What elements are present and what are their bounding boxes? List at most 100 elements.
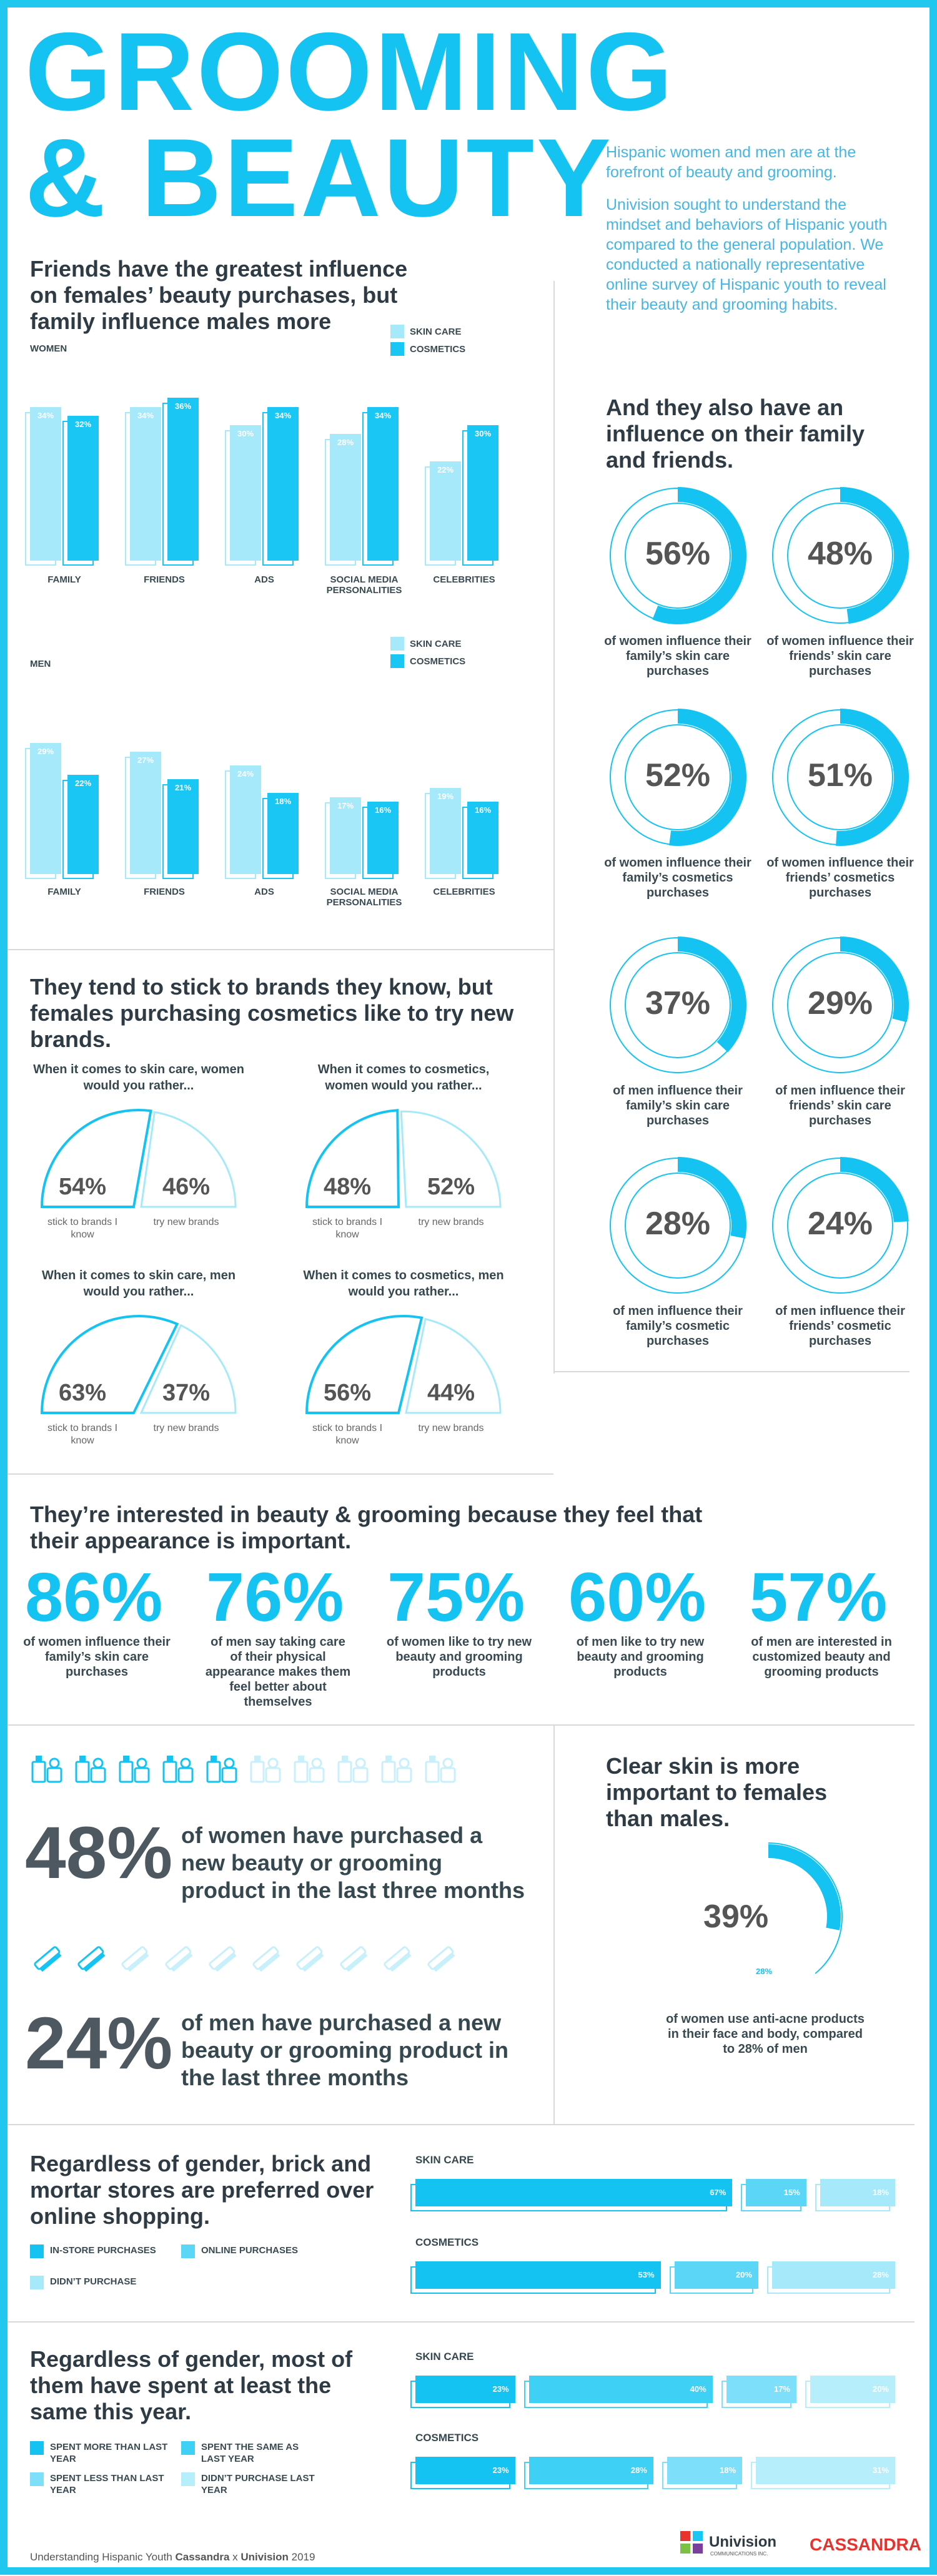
spend-bar-1-0: 23% [410,2457,515,2489]
beauty-product-icon-2 [117,1753,152,1784]
brand-try-caption-3: try new brands [418,1423,484,1433]
women-bar-skin-care-0-label: 34% [37,410,54,420]
men-bar-cosmetics-3-fill [367,802,399,874]
spend-bar-0-0: 23% [410,2376,515,2408]
appearance-pct-3: 60% [568,1559,706,1636]
women-bar-cosmetics-1-fill [167,398,199,561]
spend-bar-fill-0-2 [726,2376,796,2403]
ring-pct-2: 52% [645,757,711,794]
spend-bar-0-3: 20% [805,2376,895,2408]
ring-chart-7 [771,1157,909,1294]
men-new-product-pct: 24% [25,2002,173,2085]
stores-legend-2: DIDN’T PURCHASE [50,2276,137,2287]
spend-legend-0: SPENT MORE THAN LAST YEAR [50,2442,168,2464]
women-bar-cosmetics-3-label: 34% [374,410,392,420]
comb-icon-3 [161,1943,196,1974]
intro-paragraph-1: Hispanic women and men are at the forefr… [606,144,856,181]
ring-arc-3 [771,709,909,846]
men-bar-skin-care-4: 19% [425,788,461,879]
women-bar-cosmetics-3-fill [367,406,399,561]
ring-chart-6 [609,1157,746,1294]
beauty-product-icon-8 [380,1753,415,1784]
women-bar-skin-care-4: 22% [425,461,461,566]
women-category-0: FAMILY [47,574,81,585]
spend-bar-fill-0-0 [415,2376,515,2403]
spend-bar-label-1-2: 18% [720,2465,736,2475]
women-bar-skin-care-0-fill [30,406,61,561]
comb-icon-2 [117,1943,152,1974]
men-bar-skin-care-3-label: 17% [337,800,354,810]
brand-stick-caption-0: stick to brands I know [47,1217,118,1240]
women-bar-cosmetics-4-fill [467,425,498,561]
spend-bar-fill-0-1 [528,2376,713,2403]
spend-bar-label-0-3: 20% [872,2384,889,2394]
men-bar-cosmetics-3-label: 16% [374,805,392,815]
comb-icon-5 [249,1943,284,1974]
men-bar-skin-care-2: 24% [225,765,261,879]
stores-legend-swatch-1 [181,2244,195,2258]
women-new-product-pct: 48% [25,1812,173,1894]
spend-bar-1-1: 28% [523,2457,653,2489]
men-bar-skin-care-0-fill [30,742,61,874]
section-divider-1 [7,949,553,950]
stores-bar-label-0-1: 15% [783,2188,800,2197]
women-bar-cosmetics-0-label: 32% [74,420,92,429]
stores-bar-0-0: 67% [410,2179,733,2211]
clear-skin-men-pct: 28% [756,1967,773,1976]
appearance-caption-2: of women like to try new beauty and groo… [386,1635,532,1679]
brand-try-caption-2: try new brands [153,1423,219,1433]
women-category-3: SOCIAL MEDIA PERSONALITIES [326,574,402,596]
spend-bar-1-2: 18% [662,2457,743,2489]
beauty-product-icon-4 [205,1753,240,1784]
men-bar-skin-care-1: 27% [125,752,161,879]
men-category-4: CELEBRITIES [433,887,495,897]
brand-question-3: When it comes to cosmetics, men would yo… [303,1269,504,1299]
women-bar-cosmetics-1: 36% [162,398,199,566]
appearance-caption-0: of women influence their family’s skin c… [23,1635,171,1679]
women-bar-skin-care-4-fill [430,461,461,561]
spend-row-label-0: SKIN CARE [415,2351,474,2362]
ring-arc-6 [609,1157,746,1294]
appearance-caption-1: of men say taking care of their physical… [205,1635,351,1709]
brand-semicircle-0 [40,1109,237,1208]
women-bar-skin-care-1-fill [130,406,161,561]
beauty-product-icon-7 [336,1753,371,1784]
spend-bar-label-1-3: 31% [872,2465,889,2475]
spend-bar-fill-1-1 [528,2457,653,2484]
stores-bar-0-2: 18% [815,2179,895,2211]
ring-arc-2 [609,709,746,846]
brand-stick-segment-0 [40,1109,152,1208]
comb-icon-6 [292,1943,327,1974]
men-bar-cosmetics-3: 16% [362,802,399,879]
ring-caption-0: of women influence their family’s skin c… [604,634,751,678]
women-bar-skin-care-2-label: 30% [237,428,254,438]
ring-caption-4: of men influence their family’s skin car… [613,1084,743,1128]
ring-pct-5: 29% [807,985,873,1021]
stores-heading: Regardless of gender, brick and mortar s… [30,2151,374,2229]
men-bar-cosmetics-2: 18% [262,792,299,879]
section-divider-right [553,1371,910,1372]
spend-bar-label-1-0: 23% [492,2465,509,2475]
women-legend-skin-care: SKIN CARE [410,327,462,337]
page-title: GROOMING & BEAUTY [25,16,675,234]
women-legend-cosmetics: COSMETICS [410,344,466,355]
stores-legend-swatch-2 [30,2276,44,2289]
men-bar-skin-care-0-label: 29% [37,746,54,756]
brand-stick-segment-2 [40,1315,179,1414]
stores-bar-fill-1-0 [415,2261,661,2289]
section-divider-5 [7,2321,915,2323]
men-bar-cosmetics-4-label: 16% [474,805,492,815]
brand-question-2: When it comes to skin care, men would yo… [41,1269,236,1299]
women-bar-skin-care-4-label: 22% [437,465,454,474]
brand-stick-segment-1 [305,1109,400,1208]
women-bar-skin-care-1-label: 34% [137,410,154,420]
women-bar-skin-care-3-fill [330,434,361,561]
women-bar-cosmetics-2: 34% [262,406,299,566]
brand-stick-caption-2: stick to brands I know [47,1423,118,1446]
stores-bar-1-1: 20% [669,2261,758,2294]
stores-legend-swatch-0 [30,2244,44,2258]
brands-heading: They tend to stick to brands they know, … [30,974,514,1052]
appearance-pct-0: 86% [25,1559,163,1636]
spend-row-label-1: COSMETICS [415,2432,479,2444]
